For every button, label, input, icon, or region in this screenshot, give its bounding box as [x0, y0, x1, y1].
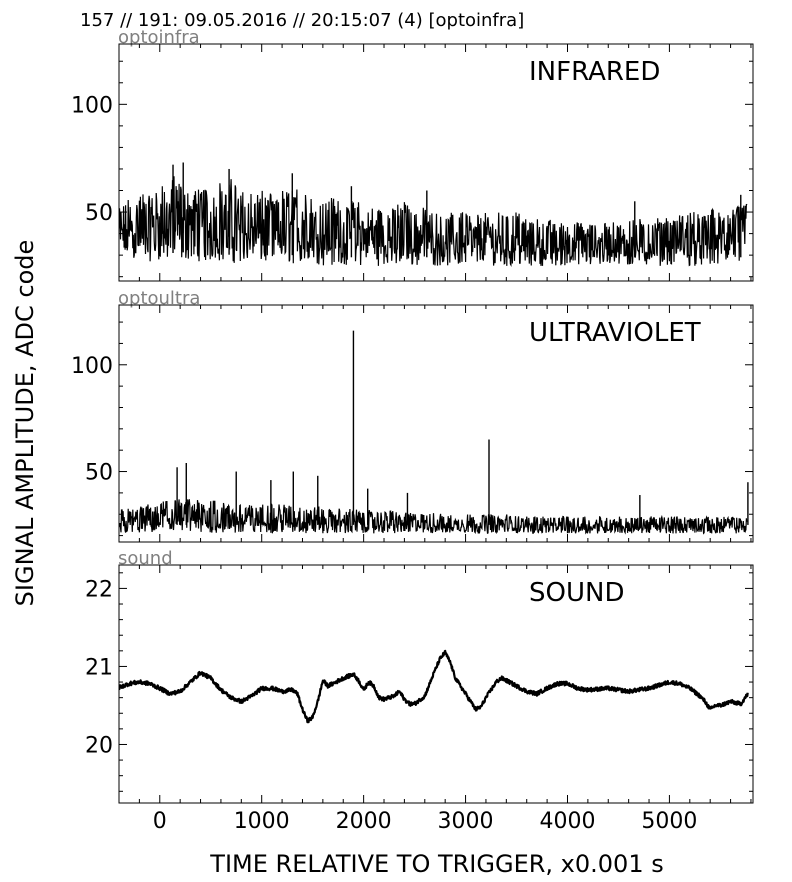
x-tick-label: 5000 [641, 809, 697, 834]
x-tick-label: 3000 [438, 809, 494, 834]
signal-trace [119, 176, 748, 267]
y-tick-label: 20 [85, 733, 113, 758]
channel-annotation: ULTRAVIOLET [529, 318, 701, 348]
y-tick-label: 50 [85, 201, 113, 226]
y-tick-label: 21 [85, 655, 113, 680]
x-axis-label: TIME RELATIVE TO TRIGGER, x0.001 s [209, 850, 663, 878]
x-tick-label: 0 [153, 809, 167, 834]
channel-tag: optoinfra [118, 27, 200, 48]
axes-frame [118, 43, 754, 282]
axes-frame [118, 564, 754, 804]
plot-area [119, 162, 748, 267]
axes-frame [118, 304, 754, 543]
channel-annotation: INFRARED [529, 57, 660, 87]
channel-tag: optoultra [118, 288, 200, 309]
plot-area [119, 330, 749, 535]
y-tick-label: 100 [71, 93, 113, 118]
channel-tag: sound [118, 548, 173, 569]
plot-area [119, 649, 749, 724]
panel-sound: sound 0 1000 2000 3000 4000 5000 20 21 22 SOUND [85, 548, 754, 834]
panel-infrared: optoinfra 50 100 INFRARED [71, 27, 754, 282]
channel-annotation: SOUND [529, 578, 624, 608]
y-tick-label: 100 [71, 354, 113, 379]
x-tick-label: 4000 [539, 809, 595, 834]
signal-trace [119, 499, 748, 535]
x-tick-label: 1000 [234, 809, 290, 834]
y-tick-label: 22 [85, 577, 113, 602]
signal-trace [119, 649, 749, 724]
figure-title: 157 // 191: 09.05.2016 // 20:15:07 (4) [… [80, 10, 524, 31]
y-axis-label: SIGNAL AMPLITUDE, ADC code [11, 240, 39, 607]
x-tick-label: 2000 [336, 809, 392, 834]
y-tick-label: 50 [85, 461, 113, 486]
panel-ultraviolet: optoultra 50 100 ULTRAVIOLET [71, 288, 754, 543]
